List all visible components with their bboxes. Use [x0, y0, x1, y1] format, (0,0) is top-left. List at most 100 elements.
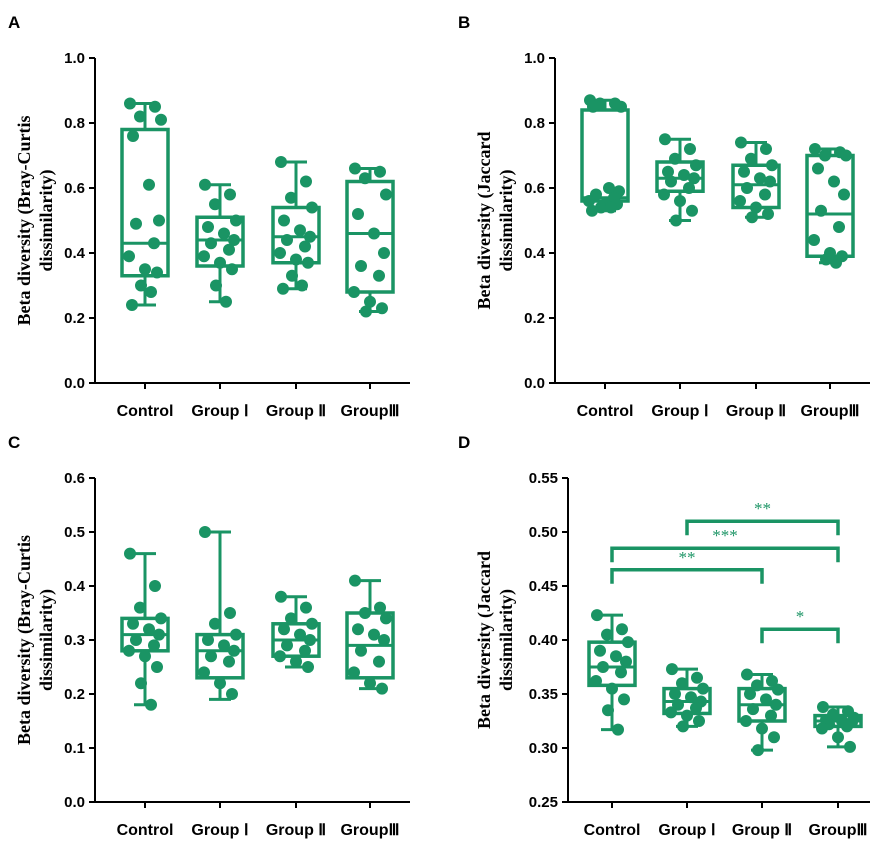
- data-point: [130, 217, 142, 230]
- data-point: [376, 302, 388, 315]
- x-tick-label: GroupⅢ: [340, 822, 399, 839]
- x-tick-label: GroupⅢ: [800, 403, 859, 420]
- y-tick-label: 0.2: [64, 686, 85, 703]
- panel-d: D 0.25 0.30 0.35 0.40 0.45 0.50 0.55 Control Grou…: [458, 433, 870, 839]
- significance-bracket: **: [685, 499, 840, 536]
- data-point: [348, 666, 360, 679]
- panel-label: D: [458, 433, 470, 452]
- data-point: [218, 227, 230, 240]
- x-tick-label: Group Ⅰ: [191, 403, 248, 420]
- data-point: [756, 722, 768, 735]
- data-point: [202, 221, 214, 233]
- y-axis-label: Beta diversity (Bray-Curtis: [14, 535, 35, 745]
- significance-label: **: [679, 548, 696, 567]
- data-point: [606, 682, 618, 695]
- panel-label: B: [458, 13, 470, 32]
- data-point: [299, 644, 311, 657]
- data-point: [285, 612, 297, 625]
- data-point: [126, 299, 138, 311]
- data-point: [373, 655, 385, 668]
- data-point: [840, 149, 852, 162]
- data-point: [205, 237, 217, 250]
- y-tick-label: 0.25: [529, 794, 558, 811]
- data-point: [349, 574, 361, 587]
- data-point: [378, 634, 390, 646]
- data-point: [286, 269, 298, 282]
- data-point: [151, 661, 163, 673]
- data-point: [355, 644, 367, 657]
- data-point: [759, 188, 771, 201]
- data-point: [833, 221, 845, 233]
- data-point: [130, 634, 142, 646]
- data-point: [602, 704, 614, 717]
- data-point: [841, 720, 853, 733]
- data-point: [139, 650, 151, 663]
- data-point: [586, 204, 598, 217]
- data-point: [812, 162, 824, 175]
- y-tick-label: 0.6: [64, 180, 85, 197]
- y-axis-label: Beta diversity (Jaccard: [474, 132, 495, 310]
- data-point: [281, 234, 293, 246]
- data-point: [658, 188, 670, 201]
- y-tick-label: 0.4: [64, 578, 86, 595]
- y-tick-label: 0.40: [529, 632, 558, 649]
- data-point: [760, 143, 772, 155]
- data-point: [374, 165, 386, 178]
- data-point: [368, 628, 380, 641]
- data-point: [349, 162, 361, 175]
- data-point: [830, 256, 842, 269]
- x-tick-label: Control: [117, 822, 174, 839]
- data-point: [373, 269, 385, 282]
- data-point: [304, 634, 316, 646]
- data-point: [686, 204, 698, 217]
- bracket-line: [685, 519, 840, 536]
- data-point: [226, 263, 238, 276]
- panel-b: B 0.0 0.2 0.4 0.6 0.8 1.0 Control Group Ⅰ Group Ⅱ…: [458, 13, 870, 420]
- y-tick-label: 0.4: [64, 245, 86, 262]
- significance-label: ***: [712, 526, 738, 545]
- data-point: [685, 691, 697, 704]
- data-point: [290, 655, 302, 668]
- y-tick-label: 0.3: [64, 632, 85, 649]
- x-tick-label: Group Ⅱ: [732, 822, 792, 839]
- panel-a: A 0.0 0.2 0.4 0.6 0.8 1.0 Control Group Ⅰ Group Ⅱ…: [8, 13, 410, 420]
- data-point: [294, 224, 306, 237]
- data-point: [583, 195, 595, 207]
- data-point: [355, 260, 367, 272]
- y-axis-label: dissimilarity): [36, 589, 57, 691]
- data-point: [205, 650, 217, 663]
- data-point: [665, 706, 677, 719]
- data-point: [605, 201, 617, 214]
- data-point: [591, 609, 603, 622]
- data-point: [198, 666, 210, 679]
- y-tick-label: 0.4: [524, 245, 546, 262]
- data-point: [134, 110, 146, 123]
- box-3: [271, 160, 321, 291]
- data-point: [669, 152, 681, 165]
- data-point: [224, 188, 236, 201]
- data-point: [672, 698, 684, 711]
- data-point: [214, 256, 226, 269]
- data-point: [359, 607, 371, 619]
- data-point: [300, 601, 312, 614]
- data-point: [202, 634, 214, 646]
- data-point: [127, 617, 139, 630]
- data-point: [364, 677, 376, 690]
- data-point: [741, 182, 753, 194]
- data-point: [218, 639, 230, 652]
- significance-label: **: [754, 499, 771, 518]
- panel-label: A: [8, 13, 20, 32]
- data-point: [155, 113, 167, 126]
- data-point: [665, 175, 677, 188]
- x-tick-label: GroupⅢ: [340, 403, 399, 420]
- data-point: [766, 159, 778, 172]
- data-point: [688, 172, 700, 185]
- data-point: [754, 172, 766, 185]
- data-point: [294, 628, 306, 641]
- x-tick-label: Control: [117, 403, 174, 420]
- y-tick-label: 0.8: [524, 115, 545, 132]
- data-point: [374, 601, 386, 614]
- data-point: [820, 253, 832, 266]
- bracket-line: [610, 568, 764, 584]
- data-point: [228, 234, 240, 246]
